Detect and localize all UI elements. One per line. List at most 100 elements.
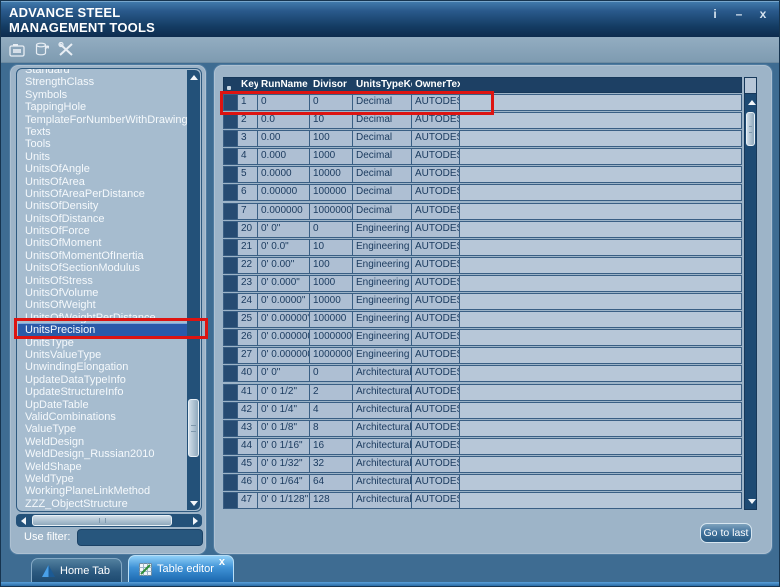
row-selector[interactable] [224, 113, 238, 129]
table-cell[interactable]: Decimal [353, 167, 412, 183]
table-cell[interactable]: Decimal [353, 131, 412, 147]
info-button[interactable]: i [713, 7, 717, 21]
list-item[interactable]: UnitsOfDistance [25, 212, 105, 225]
list-item[interactable]: UnitsOfWeight [25, 299, 96, 312]
table-cell[interactable]: AUTODESK [412, 420, 460, 436]
table-row[interactable]: 220' 0.00"100EngineeringAUTODESK [223, 256, 742, 274]
table-row[interactable]: 230' 0.000"1000EngineeringAUTODESK [223, 274, 742, 292]
table-cell[interactable]: 128 [310, 493, 353, 509]
table-cell[interactable]: 0 [310, 95, 353, 110]
table-cell[interactable]: 100000 [310, 185, 353, 201]
row-selector[interactable] [224, 167, 238, 183]
scroll-down-icon[interactable] [187, 496, 200, 510]
tab-table-editor[interactable]: Table editor x [128, 555, 234, 582]
list-item[interactable]: UnitsOfMomentOfInertia [25, 249, 144, 262]
table-cell[interactable]: Decimal [353, 113, 412, 129]
list-item[interactable]: UnitsOfWeightPerDistance [25, 311, 156, 324]
table-cell[interactable]: AUTODESK [412, 348, 460, 364]
table-cell[interactable]: Engineering [353, 294, 412, 310]
column-header-key[interactable]: Key [241, 79, 258, 90]
row-selector[interactable] [224, 438, 238, 454]
table-scroll-down-icon[interactable] [745, 494, 758, 508]
table-cell[interactable]: AUTODESK [412, 239, 460, 255]
column-header-runname[interactable]: RunName [261, 79, 308, 90]
table-cell[interactable]: AUTODESK [412, 275, 460, 291]
table-cell[interactable]: 10000 [310, 167, 353, 183]
list-item[interactable]: UpdateStructureInfo [25, 386, 124, 399]
table-cell[interactable]: AUTODESK [412, 149, 460, 165]
table-cell[interactable]: AUTODESK [412, 493, 460, 509]
table-cell[interactable]: 4 [310, 402, 353, 418]
row-selector[interactable] [224, 131, 238, 147]
list-hscrollbar-thumb[interactable] [32, 515, 172, 526]
table-cell[interactable]: 0 [310, 221, 353, 237]
table-cell[interactable]: 0.00 [258, 131, 310, 147]
table-row[interactable]: 450' 0 1/32"32ArchitecturalAUTODESK [223, 455, 742, 473]
table-cell[interactable]: 26 [238, 330, 258, 346]
table-cell[interactable]: AUTODESK [412, 402, 460, 418]
list-item[interactable]: UnitsOfForce [25, 225, 90, 238]
table-cell[interactable]: Architectural [353, 474, 412, 490]
table-cell[interactable]: 100 [310, 131, 353, 147]
column-header-unitstypekey[interactable]: UnitsTypeKey [356, 79, 412, 90]
table-cell[interactable]: 20 [238, 221, 258, 237]
table-cell[interactable]: 25 [238, 312, 258, 328]
list-item[interactable]: Tools [25, 138, 51, 151]
scroll-left-icon[interactable] [16, 514, 30, 527]
table-cell[interactable]: Decimal [353, 149, 412, 165]
snapshot-icon[interactable] [9, 42, 26, 58]
table-cell[interactable]: 0 [310, 366, 353, 382]
table-cell[interactable]: 7 [238, 203, 258, 219]
table-cell[interactable]: 47 [238, 493, 258, 509]
list-item[interactable]: UpdateDataTypeInfo [25, 373, 126, 386]
scroll-right-icon[interactable] [188, 514, 202, 527]
list-item[interactable]: Symbols [25, 88, 68, 101]
table-cell[interactable]: 10000 [310, 294, 353, 310]
table-cell[interactable]: 16 [310, 438, 353, 454]
table-scrollbar-thumb[interactable] [746, 112, 755, 146]
table-cell[interactable]: AUTODESK [412, 438, 460, 454]
list-item[interactable]: UnitsOfSectionModulus [25, 262, 140, 275]
tab-close-icon[interactable]: x [218, 556, 225, 568]
table-cell[interactable]: AUTODESK [412, 384, 460, 400]
table-row[interactable]: 210' 0.0"10EngineeringAUTODESK [223, 238, 742, 256]
tab-home[interactable]: Home Tab [31, 558, 122, 582]
table-cell[interactable]: Decimal [353, 185, 412, 201]
table-cell[interactable]: 0' 0.000" [258, 275, 310, 291]
list-item[interactable]: WeldType [25, 472, 74, 485]
table-cell[interactable]: 0' 0" [258, 221, 310, 237]
table-cell[interactable]: AUTODESK [412, 474, 460, 490]
table-cell[interactable]: 0' 0 1/128" [258, 493, 310, 509]
table-row[interactable]: 400' 0"0ArchitecturalAUTODESK [223, 365, 742, 383]
row-selector[interactable] [224, 203, 238, 219]
tools-icon[interactable] [57, 42, 74, 58]
table-cell[interactable]: 45 [238, 456, 258, 472]
table-vertical-scrollbar[interactable] [744, 77, 757, 510]
row-selector[interactable] [224, 420, 238, 436]
table-cell[interactable]: AUTODESK [412, 113, 460, 129]
list-item[interactable]: Units [25, 150, 51, 163]
row-selector[interactable] [224, 221, 238, 237]
table-cell[interactable]: 6 [238, 185, 258, 201]
table-cell[interactable]: 43 [238, 420, 258, 436]
table-row[interactable]: 440' 0 1/16"16ArchitecturalAUTODESK [223, 437, 742, 455]
table-cell[interactable]: 0 [258, 95, 310, 110]
filter-input[interactable] [77, 528, 204, 546]
row-selector[interactable] [224, 330, 238, 346]
list-item[interactable]: WeldDesign_Russian2010 [25, 448, 155, 461]
table-row[interactable]: 30.00100DecimalAUTODESK [223, 130, 742, 148]
list-item[interactable]: WorkingPlaneLinkMethod [25, 485, 151, 498]
table-cell[interactable]: 44 [238, 438, 258, 454]
table-cell[interactable]: Decimal [353, 95, 412, 110]
list-item[interactable]: ZZZ_ObjectStructure [25, 497, 128, 510]
table-cell[interactable]: 0' 0 1/64" [258, 474, 310, 490]
table-row[interactable]: 430' 0 1/8"8ArchitecturalAUTODESK [223, 419, 742, 437]
table-row[interactable]: 200' 0"0EngineeringAUTODESK [223, 220, 742, 238]
list-horizontal-scrollbar[interactable] [16, 514, 202, 527]
table-cell[interactable]: 8 [310, 420, 353, 436]
table-cell[interactable]: Architectural [353, 493, 412, 509]
table-row[interactable]: 70.0000001000000DecimalAUTODESK [223, 202, 742, 220]
table-cell[interactable]: Engineering [353, 221, 412, 237]
column-header-ownertext[interactable]: OwnerText [415, 79, 460, 90]
row-selector[interactable] [224, 402, 238, 418]
